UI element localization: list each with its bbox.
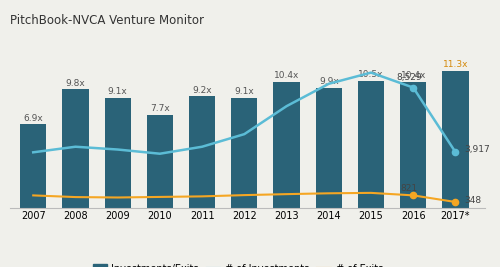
- Bar: [189, 96, 215, 208]
- Text: 348: 348: [464, 196, 482, 205]
- Text: 10.5x: 10.5x: [358, 70, 384, 79]
- Bar: [316, 88, 342, 208]
- Bar: [274, 82, 299, 208]
- Bar: [442, 71, 468, 208]
- Text: 821: 821: [400, 184, 417, 193]
- Text: 9.8x: 9.8x: [66, 79, 86, 88]
- Bar: [400, 82, 426, 208]
- Bar: [147, 115, 173, 208]
- Bar: [20, 124, 46, 208]
- Text: 11.3x: 11.3x: [442, 60, 468, 69]
- Text: 6.9x: 6.9x: [24, 114, 43, 123]
- Text: 3,917: 3,917: [464, 145, 490, 154]
- Bar: [62, 89, 88, 208]
- Text: 10.4x: 10.4x: [274, 71, 299, 80]
- Text: 9.9x: 9.9x: [319, 77, 338, 87]
- Legend: Investments/Exits, # of Investments, # of Exits: Investments/Exits, # of Investments, # o…: [89, 260, 387, 267]
- Text: 9.1x: 9.1x: [234, 87, 254, 96]
- Text: 9.2x: 9.2x: [192, 86, 212, 95]
- Bar: [358, 81, 384, 208]
- Bar: [104, 98, 131, 208]
- Bar: [231, 98, 258, 208]
- Text: 8,529: 8,529: [396, 73, 422, 82]
- Text: PitchBook-NVCA Venture Monitor: PitchBook-NVCA Venture Monitor: [10, 14, 204, 27]
- Text: 9.1x: 9.1x: [108, 87, 128, 96]
- Text: 10.4x: 10.4x: [400, 71, 426, 80]
- Text: 7.7x: 7.7x: [150, 104, 170, 113]
